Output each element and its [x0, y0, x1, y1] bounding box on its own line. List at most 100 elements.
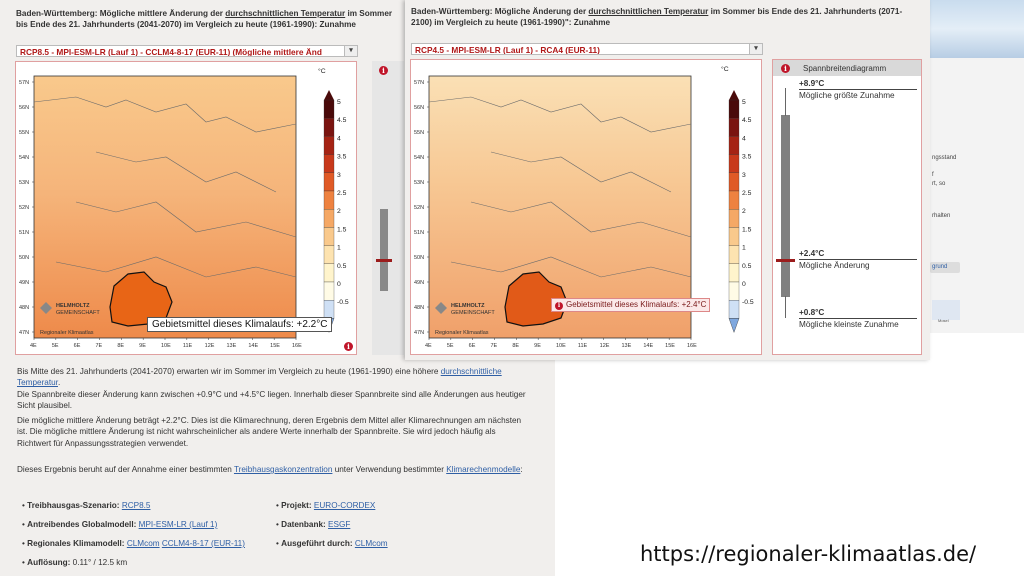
colorbar-segment: [323, 245, 335, 264]
meta-item: • Auflösung: 0.11° / 12.5 km: [22, 558, 128, 567]
colorbar-segment: [728, 263, 740, 283]
colorbar-bottom-arrow: [728, 318, 740, 333]
right-map-panel: 57N 56N 55N 54N 53N 52N 51N 50N 49N 48N 47N 4E 5E 6E…: [410, 59, 762, 355]
left-scenario-select[interactable]: RCP8.5 - MPI-ESM-LR (Lauf 1) - CCLM4-8-1…: [16, 45, 358, 57]
lat-tick-label: 55N: [19, 130, 29, 136]
divider: [799, 318, 917, 319]
colorbar-segment: [728, 209, 740, 228]
colorbar-segment: [728, 245, 740, 264]
coastline: [33, 96, 297, 133]
helmholtz-logo: HELMHOLTZ GEMEINSCHAFT Regionaler Klimaa…: [40, 302, 100, 336]
colorbar-tick-label: 1: [742, 245, 746, 252]
colorbar-tick-label: 3: [742, 172, 746, 179]
lon-tick-label: 13E: [227, 343, 237, 349]
colorbar-tick-label: 0.5: [742, 263, 752, 270]
lon-tick-label: 15E: [665, 343, 675, 349]
bg-text-fragment: Mosel: [938, 318, 949, 323]
lat-tick-label: 57N: [414, 80, 424, 86]
colorbar-segment: [728, 172, 740, 192]
left-map-panel: 57N 56N 55N 54N 53N 52N 51N 50N 49N 48N 47N 4E 5E 6E…: [15, 61, 357, 355]
lat-tick-label: 54N: [19, 155, 29, 161]
colorbar-tick-label: 2: [337, 208, 341, 215]
lon-tick-label: 15E: [270, 343, 280, 349]
lon-tick-label: 7E: [491, 343, 498, 349]
description-paragraph: Dieses Ergebnis beruht auf der Annahme e…: [17, 465, 523, 474]
colorbar-tick-label: 2.5: [337, 190, 347, 197]
meta-item: • Regionales Klimamodell: CLMcom CCLM4-8…: [22, 539, 245, 548]
lat-tick-label: 52N: [414, 205, 424, 211]
info-icon[interactable]: i: [379, 66, 388, 75]
colorbar-tick-label: 4: [742, 135, 746, 142]
left-title: Baden-Württemberg: Mögliche mittlere Änd…: [16, 9, 393, 29]
lat-tick-label: 47N: [414, 330, 424, 336]
border-line: [470, 201, 692, 238]
colorbar-tick-label: 4.5: [337, 117, 347, 124]
lon-tick-label: 9E: [139, 343, 146, 349]
lon-tick-label: 9E: [534, 343, 541, 349]
link[interactable]: durchschnittliche Temperatur: [17, 367, 502, 388]
lat-tick-label: 47N: [19, 330, 29, 336]
lon-tick-label: 4E: [30, 343, 37, 349]
lat-tick-label: 56N: [414, 105, 424, 111]
lon-tick-label: 14E: [643, 343, 653, 349]
colorbar-segment: [728, 300, 740, 319]
lon-tick-label: 7E: [96, 343, 103, 349]
footer-url: https://regionaler-klimaatlas.de/: [640, 542, 977, 566]
right-scenario-select[interactable]: RCP4.5 - MPI-ESM-LR (Lauf 1) - RCA4 (EUR…: [411, 43, 763, 55]
lat-tick-label: 55N: [414, 130, 424, 136]
range-header: [773, 60, 921, 76]
svg-text:HELMHOLTZ: HELMHOLTZ: [451, 303, 485, 309]
colorbar-segment: [728, 227, 740, 246]
colorbar-segment: [323, 154, 335, 173]
range-marker: [776, 259, 795, 262]
bg-cloud-image: [930, 0, 1024, 58]
range-bar: [781, 115, 790, 297]
lon-tick-label: 6E: [469, 343, 476, 349]
border-line: [55, 256, 297, 278]
lat-tick-label: 52N: [19, 205, 29, 211]
lon-tick-label: 16E: [292, 343, 302, 349]
colorbar-segment: [323, 172, 335, 192]
svg-text:GEMEINSCHAFT: GEMEINSCHAFT: [56, 310, 100, 316]
unit-label: °C: [721, 65, 729, 73]
link[interactable]: Treibhausgaskonzentration: [233, 465, 333, 474]
colorbar-segment: [323, 118, 335, 137]
colorbar-tick-label: 0.5: [337, 263, 347, 270]
info-icon[interactable]: i: [344, 342, 353, 351]
divider: [799, 89, 917, 90]
colorbar-tick-label: 4.5: [742, 117, 752, 124]
bg-text-fragment: ngsstand: [932, 155, 957, 161]
colorbar-segment: [728, 99, 740, 119]
lon-tick-label: 10E: [161, 343, 171, 349]
description-paragraph: Bis Mitte des 21. Jahrhunderts (2041-207…: [17, 367, 502, 388]
lat-tick-label: 50N: [19, 255, 29, 261]
colorbar-top-arrow: [324, 90, 334, 100]
lon-tick-label: 12E: [600, 343, 610, 349]
link[interactable]: Klimarechenmodelle: [446, 465, 521, 474]
colorbar-segment: [728, 190, 740, 210]
description-paragraph: Die Spannbreite dieser Änderung kann zwi…: [17, 390, 526, 411]
bg-button-fragment[interactable]: grund: [930, 262, 960, 273]
lat-tick-label: 49N: [19, 280, 29, 286]
border-line: [75, 201, 297, 238]
lon-tick-label: 16E: [687, 343, 697, 349]
lon-tick-label: 5E: [52, 343, 59, 349]
lon-tick-label: 11E: [183, 343, 193, 349]
colorbar-segment: [728, 281, 740, 301]
range-max-label: Mögliche größte Zunahme: [799, 91, 895, 100]
colorbar-tick-label: 2: [742, 208, 746, 215]
lat-tick-label: 48N: [414, 305, 424, 311]
info-icon[interactable]: i: [781, 64, 790, 73]
colorbar-segment: [323, 136, 335, 155]
baden-wuerttemberg-region: [109, 271, 173, 327]
range-diagram-panel: i Spannbreitendiagramm +8.9°C Mögliche g…: [772, 59, 922, 355]
colorbar-tick-label: 5: [742, 99, 746, 106]
colorbar-tick-label: -0.5: [337, 299, 349, 306]
range-current-label: Mögliche Änderung: [799, 261, 870, 270]
lat-tick-label: 53N: [19, 180, 29, 186]
lon-tick-label: 12E: [205, 343, 215, 349]
colorbar-top-arrow: [729, 90, 739, 100]
right-screenshot: Baden-Württemberg: Mögliche Änderung der…: [405, 0, 930, 360]
unit-label: °C: [318, 67, 326, 75]
range-marker: [376, 259, 392, 262]
